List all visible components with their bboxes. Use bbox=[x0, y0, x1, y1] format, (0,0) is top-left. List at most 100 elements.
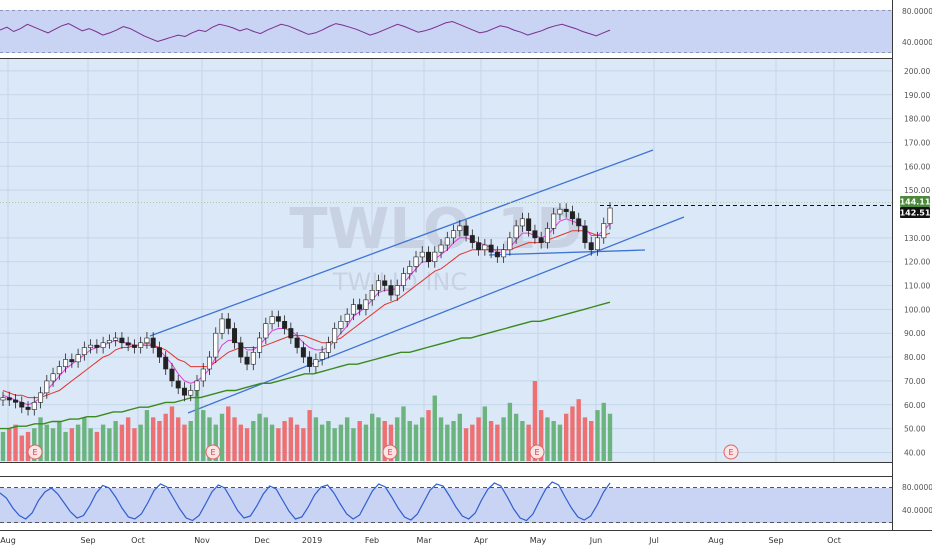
candle bbox=[44, 374, 50, 399]
volume-bar bbox=[426, 410, 431, 461]
time-axis-label: Oct bbox=[827, 536, 841, 545]
volume-bar bbox=[251, 421, 256, 461]
candle bbox=[213, 327, 219, 364]
candle-body bbox=[125, 342, 131, 346]
volume-bar bbox=[276, 428, 281, 461]
candle bbox=[50, 367, 56, 387]
candle-body bbox=[350, 304, 356, 315]
candle bbox=[413, 250, 419, 273]
candle-body bbox=[607, 207, 613, 224]
time-axis-label: Aug bbox=[708, 536, 724, 545]
earnings-circle bbox=[205, 444, 221, 460]
volume-bar bbox=[307, 410, 312, 461]
candle bbox=[0, 391, 6, 406]
candle-body bbox=[25, 406, 31, 410]
candle-body bbox=[332, 328, 338, 344]
volume-bar bbox=[570, 406, 575, 461]
candle-body bbox=[357, 304, 363, 310]
candle-body bbox=[144, 337, 150, 344]
candle-body bbox=[219, 318, 225, 334]
support-line[interactable] bbox=[488, 249, 646, 256]
earnings-marker[interactable]: E bbox=[205, 444, 221, 460]
candle-body bbox=[513, 225, 519, 239]
volume-bar bbox=[363, 424, 369, 461]
candle-body bbox=[576, 218, 582, 227]
candle-body bbox=[338, 321, 344, 329]
price-axis-label: 120.00 bbox=[904, 258, 930, 267]
candle-body bbox=[194, 380, 200, 391]
candle-body bbox=[313, 359, 319, 367]
candle bbox=[138, 336, 144, 354]
volume-bar bbox=[144, 410, 150, 461]
channel-upper-line[interactable] bbox=[149, 149, 654, 337]
candle-body bbox=[388, 285, 394, 296]
candle-body bbox=[56, 366, 62, 375]
earnings-marker[interactable]: E bbox=[382, 444, 398, 460]
candle-body bbox=[369, 290, 375, 301]
candle bbox=[357, 298, 363, 316]
candle bbox=[106, 334, 112, 349]
candle-body bbox=[232, 328, 238, 344]
volume-bar bbox=[169, 406, 175, 461]
candle-body bbox=[582, 225, 588, 243]
candle bbox=[582, 219, 588, 249]
candle bbox=[169, 363, 175, 387]
volume-bar bbox=[376, 417, 381, 461]
candle-body bbox=[413, 256, 419, 267]
price-axis-label: 40.00 bbox=[904, 448, 926, 457]
earnings-marker[interactable]: E bbox=[27, 444, 43, 460]
candle-body bbox=[138, 342, 144, 348]
candle bbox=[6, 391, 12, 406]
volume-bar bbox=[50, 428, 56, 461]
channel-lower-line[interactable] bbox=[187, 216, 685, 414]
volume-bar bbox=[232, 417, 237, 461]
earnings-marker[interactable]: E bbox=[723, 444, 739, 460]
candle-body bbox=[269, 316, 275, 324]
volume-bar bbox=[520, 421, 525, 461]
volume-bar bbox=[413, 424, 419, 461]
candle-body bbox=[175, 380, 181, 389]
candle-body bbox=[238, 342, 244, 358]
volume-bar bbox=[395, 417, 400, 461]
candle-body bbox=[463, 225, 469, 236]
candle bbox=[63, 353, 69, 373]
volume-bar bbox=[538, 410, 544, 461]
candle-body bbox=[544, 228, 550, 243]
earnings-marker[interactable]: E bbox=[529, 444, 545, 460]
volume-bar bbox=[420, 417, 425, 461]
candle-body bbox=[63, 359, 69, 367]
volume-bar bbox=[313, 417, 319, 461]
candle bbox=[131, 339, 137, 354]
price-axis-label: 90.00 bbox=[904, 329, 926, 338]
volume-bar bbox=[119, 424, 125, 461]
stoch-axis-label-lower: 40.0000 bbox=[902, 506, 932, 515]
volume-bar bbox=[564, 413, 569, 461]
volume-bar bbox=[157, 421, 162, 461]
volume-bar bbox=[501, 417, 506, 461]
candle-body bbox=[257, 337, 263, 353]
candle bbox=[307, 351, 313, 373]
candle-body bbox=[169, 368, 175, 382]
volume-bar bbox=[38, 417, 43, 461]
candle-body bbox=[426, 251, 432, 262]
volume-bars bbox=[0, 381, 613, 461]
candle-body bbox=[469, 235, 475, 243]
earnings-label: E bbox=[728, 448, 733, 457]
candle bbox=[563, 203, 569, 218]
price-axis-label: 70.00 bbox=[904, 377, 926, 386]
earnings-circle bbox=[382, 444, 398, 460]
candle-body bbox=[75, 354, 81, 363]
price-axis-label: 110.00 bbox=[904, 282, 930, 291]
candle bbox=[432, 246, 438, 268]
candle-body bbox=[213, 332, 219, 358]
candle bbox=[13, 394, 19, 409]
volume-bar bbox=[451, 421, 456, 461]
price-axis-label: 170.00 bbox=[904, 138, 930, 147]
price-axis-label: 130.00 bbox=[904, 234, 930, 243]
volume-bar bbox=[370, 413, 375, 461]
candle bbox=[451, 224, 457, 244]
candle bbox=[238, 336, 244, 364]
candle bbox=[19, 396, 25, 414]
